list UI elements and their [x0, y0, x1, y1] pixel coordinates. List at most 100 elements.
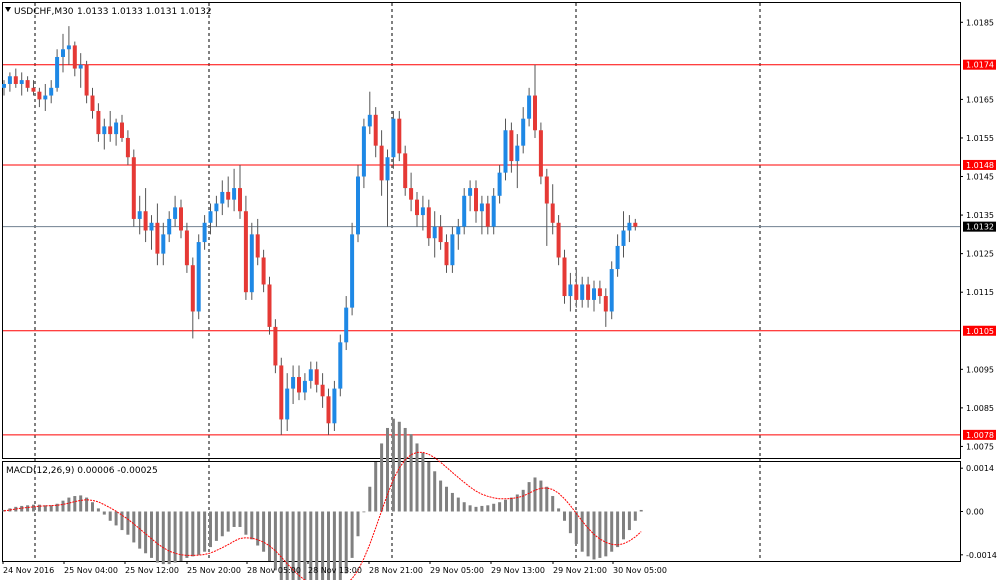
macd-bar-100	[592, 511, 596, 560]
candle-body	[432, 226, 437, 239]
macd-bar-75	[445, 486, 448, 512]
time-tick-label: 25 Nov 04:00	[64, 566, 118, 575]
time-tick-label: 25 Nov 20:00	[187, 566, 241, 575]
candle-38	[226, 176, 231, 208]
price-tick-label: 1.0145	[966, 173, 994, 182]
candle-77	[456, 218, 461, 250]
macd-bar-92	[545, 486, 549, 512]
candle-5	[31, 80, 36, 96]
chart-ohlc-readout: 1.0133 1.0133 1.0131 1.0132	[77, 7, 212, 17]
candle-body	[37, 91, 42, 100]
macd-bar-15	[91, 502, 94, 512]
macd-bar-106	[627, 511, 631, 531]
macd-bar-59	[350, 511, 354, 558]
macd-bar-90	[533, 477, 537, 512]
candle-body	[43, 95, 48, 100]
candle-body	[397, 118, 402, 154]
candle-1	[7, 72, 12, 92]
price-tick-label: 1.0085	[966, 404, 994, 413]
candle-body	[580, 284, 585, 300]
candle-body	[261, 257, 266, 285]
candle-68	[403, 145, 408, 196]
macd-bar-72	[427, 462, 431, 512]
macd-bar-67	[397, 421, 401, 512]
candle-107	[633, 218, 638, 231]
candle-17	[102, 118, 107, 150]
candle-body	[409, 188, 414, 200]
candle-74	[438, 215, 443, 250]
candle-body	[344, 307, 349, 343]
candle-body	[208, 211, 213, 223]
candle-2	[13, 68, 18, 88]
macd-bar-57	[338, 511, 342, 583]
candle-12	[72, 41, 77, 77]
macd-bar-56	[332, 511, 336, 584]
macd-bar-71	[421, 452, 425, 512]
level-tag-label: 1.0148	[966, 161, 994, 170]
candle-9	[55, 49, 60, 92]
dropdown-triangle-icon[interactable]	[5, 7, 11, 12]
candle-48	[285, 373, 290, 432]
candle-body	[515, 145, 520, 162]
macd-bar-98	[580, 511, 584, 552]
candle-body	[450, 234, 455, 266]
candle-body	[102, 126, 107, 135]
candle-106	[627, 215, 632, 243]
macd-bar-83	[492, 503, 496, 512]
candle-body	[249, 234, 254, 293]
macd-bar-50	[297, 511, 301, 584]
candle-100	[592, 280, 596, 312]
macd-bar-1	[8, 508, 12, 512]
candle-59	[350, 222, 355, 316]
macd-bar-9	[55, 503, 59, 512]
candle-43	[255, 218, 260, 266]
candle-body	[544, 176, 549, 204]
macd-bar-66	[391, 418, 395, 512]
macd-bar-79	[468, 505, 472, 512]
candle-62	[367, 91, 372, 135]
candle-body	[385, 157, 390, 181]
macd-bar-45	[268, 511, 271, 561]
macd-tick-label: 0.0014	[966, 464, 994, 473]
macd-tick-label: 0.00	[966, 508, 984, 517]
candle-body	[285, 388, 290, 420]
macd-bar-63	[374, 462, 378, 512]
level-tag-bg	[963, 159, 996, 170]
macd-bar-8	[49, 505, 53, 512]
candle-29	[173, 195, 178, 227]
macd-bar-16	[96, 508, 100, 512]
candle-body	[556, 222, 561, 258]
candle-42	[249, 222, 254, 300]
macd-bar-6	[37, 504, 41, 512]
time-tick-label: 28 Nov 05:00	[247, 566, 301, 575]
candle-11	[66, 26, 71, 65]
level-tag-bg	[963, 429, 996, 440]
candle-79	[468, 180, 473, 212]
candle-body	[232, 188, 237, 200]
macd-bar-65	[386, 427, 389, 512]
level-tag-label: 1.0174	[966, 61, 994, 70]
candle-49	[291, 365, 296, 405]
macd-bar-20	[120, 511, 124, 531]
macd-bar-105	[622, 511, 625, 540]
candle-90	[533, 64, 537, 138]
candle-body	[143, 211, 148, 231]
macd-bar-26	[155, 511, 159, 563]
macd-bar-2	[14, 506, 18, 512]
candle-body	[468, 188, 473, 196]
candle-body	[279, 365, 284, 420]
macd-bar-103	[610, 511, 614, 552]
candle-body	[462, 195, 467, 227]
candles	[2, 26, 638, 435]
macd-bar-70	[415, 443, 419, 512]
candle-75	[444, 234, 449, 273]
candle-body	[497, 172, 502, 196]
macd-bar-5	[32, 504, 35, 512]
candle-55	[326, 388, 331, 435]
candle-body	[267, 284, 272, 327]
candle-body	[96, 110, 101, 135]
candle-body	[603, 296, 608, 312]
macd-bar-101	[598, 511, 602, 558]
macd-bar-39	[232, 511, 236, 527]
